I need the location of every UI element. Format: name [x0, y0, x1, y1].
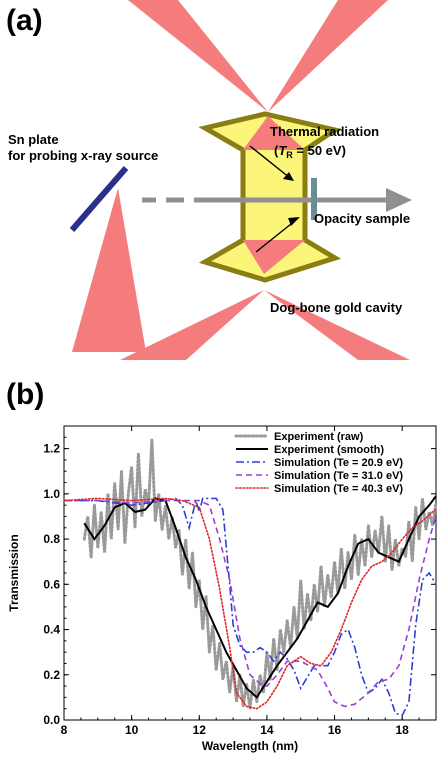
cavity-label: Dog-bone gold cavity: [270, 300, 403, 315]
radiation-arrow-down-head: [283, 172, 294, 181]
probe-beam-arrowhead: [386, 188, 412, 212]
y-tick-label: 0.6: [43, 577, 60, 591]
transmission-chart: 8 10 12 14 16 18 0.0 0.2 0.4 0.6 0.8 1.0 1.2 Waveleng…: [7, 425, 438, 753]
y-tick-label: 0.8: [43, 532, 60, 546]
series-line-1: [82, 439, 438, 709]
x-tick-label: 10: [125, 723, 139, 737]
cavity-hotspot-top: [243, 116, 305, 150]
series-line-3: [64, 497, 437, 717]
legend-label: Simulation (Te = 31.0 eV): [274, 470, 403, 482]
x-tick-label: 8: [61, 723, 68, 737]
thermal-T: T: [278, 143, 287, 158]
cavity-hotspot-bottom: [243, 240, 305, 274]
legend-label: Experiment (smooth): [274, 444, 384, 456]
legend-label: Experiment (raw): [274, 431, 364, 443]
series-line-4: [64, 499, 437, 708]
legend-label: Simulation (Te = 40.3 eV): [274, 483, 403, 495]
radiation-arrow-up: [255, 219, 297, 253]
opacity-sample: [311, 178, 317, 220]
x-tick-label: 18: [396, 723, 410, 737]
legend-label: Simulation (Te = 20.9 eV): [274, 457, 403, 469]
laser-cone-top-left: [128, 0, 268, 112]
y-tick-label: 1.0: [43, 487, 60, 501]
y-tick-label: 0.0: [43, 713, 60, 727]
series-line-5: [63, 497, 437, 710]
x-tick-label: 12: [193, 723, 207, 737]
opacity-sample-label: Opacity sample: [314, 211, 410, 226]
dog-bone-cavity: [198, 111, 342, 283]
thermal-value: = 50 eV): [293, 143, 346, 158]
thermal-R-subscript: R: [286, 150, 293, 160]
panel-a-label: (a): [6, 4, 43, 37]
laser-cone-bottom-right: [264, 290, 410, 360]
y-axis-title: Transmission: [7, 534, 21, 611]
thermal-radiation-label: Thermal radiation: [270, 124, 379, 139]
sn-plate-label-line2: for probing x-ray source: [8, 148, 158, 163]
thermal-temperature-label: (TR = 50 eV): [274, 143, 346, 160]
radiation-arrow-up-head: [288, 217, 300, 226]
x-axis-title: Wavelength (nm): [202, 739, 298, 753]
series-line-2: [83, 495, 437, 699]
x-tick-label: 14: [260, 723, 274, 737]
panel-b-label: (b): [6, 378, 44, 411]
x-tick-label: 16: [328, 723, 342, 737]
radiation-arrow-down: [249, 145, 291, 179]
laser-cone-top-right: [268, 0, 388, 112]
probe-cone: [72, 188, 146, 352]
laser-cone-bottom-left: [120, 290, 264, 360]
y-tick-label: 1.2: [43, 442, 60, 456]
y-tick-label: 0.4: [43, 623, 60, 637]
sn-plate: [69, 166, 129, 232]
y-tick-label: 0.2: [43, 668, 60, 682]
sn-plate-label-line1: Sn plate: [8, 132, 59, 147]
